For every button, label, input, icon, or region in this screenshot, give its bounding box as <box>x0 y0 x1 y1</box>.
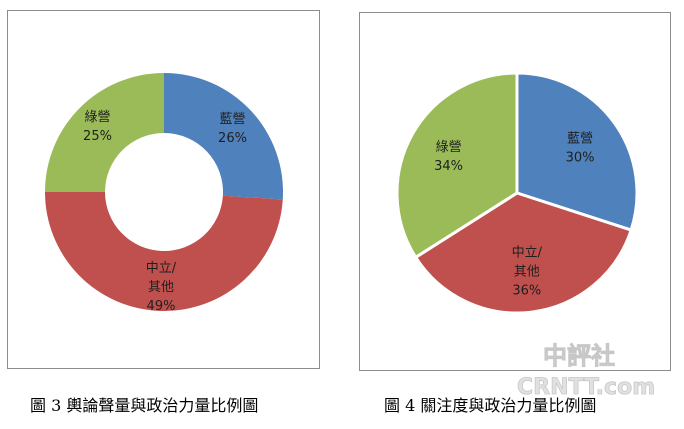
chart1-slice-3-label: 綠營 <box>84 110 110 125</box>
chart2-slice-2 <box>414 191 633 315</box>
chart1-slice-2 <box>45 192 283 311</box>
pie-chart-frame: 藍營 30% 中立/其他 36% 綠營 34% <box>359 12 671 371</box>
chart2-slice-2-label: 其他 <box>514 264 540 279</box>
chart1-slice-2-value-label: 49% <box>147 299 176 314</box>
chart1-slice-2-label: 中立/ <box>146 261 177 276</box>
pie-chart: 藍營 30% 中立/其他 36% 綠營 34% <box>395 71 639 315</box>
chart2-slice-3 <box>395 71 519 259</box>
chart1-slice-1-label: 藍營 <box>219 112 245 127</box>
chart1-slice-1-value-label: 26% <box>218 131 247 146</box>
chart2-slice-3-label: 綠營 <box>436 140 462 155</box>
donut-chart-frame: 藍營 26% 中立/其他 49% 綠營 25% <box>7 10 320 369</box>
chart1-slice-3-value-label: 25% <box>83 129 112 144</box>
chart1-slice-1 <box>164 73 283 200</box>
donut-chart: 藍營 26% 中立/其他 49% 綠營 25% <box>45 73 283 314</box>
chart2-slice-3-value-label: 34% <box>434 159 463 174</box>
chart2-slice-2-value-label: 36% <box>512 283 541 298</box>
chart2-slice-2-label: 中立/ <box>512 245 543 260</box>
chart2-slice-1-label: 藍營 <box>567 132 593 147</box>
chart2-slice-1 <box>515 71 639 232</box>
chart-caption-2: 圖 4 關注度與政治力量比例圖 <box>384 396 597 415</box>
chart-caption-1: 圖 3 輿論聲量與政治力量比例圖 <box>30 396 259 415</box>
chart2-slice-1-value-label: 30% <box>566 151 595 166</box>
chart1-slice-3 <box>45 73 164 192</box>
chart1-slice-2-label: 其他 <box>148 280 174 295</box>
